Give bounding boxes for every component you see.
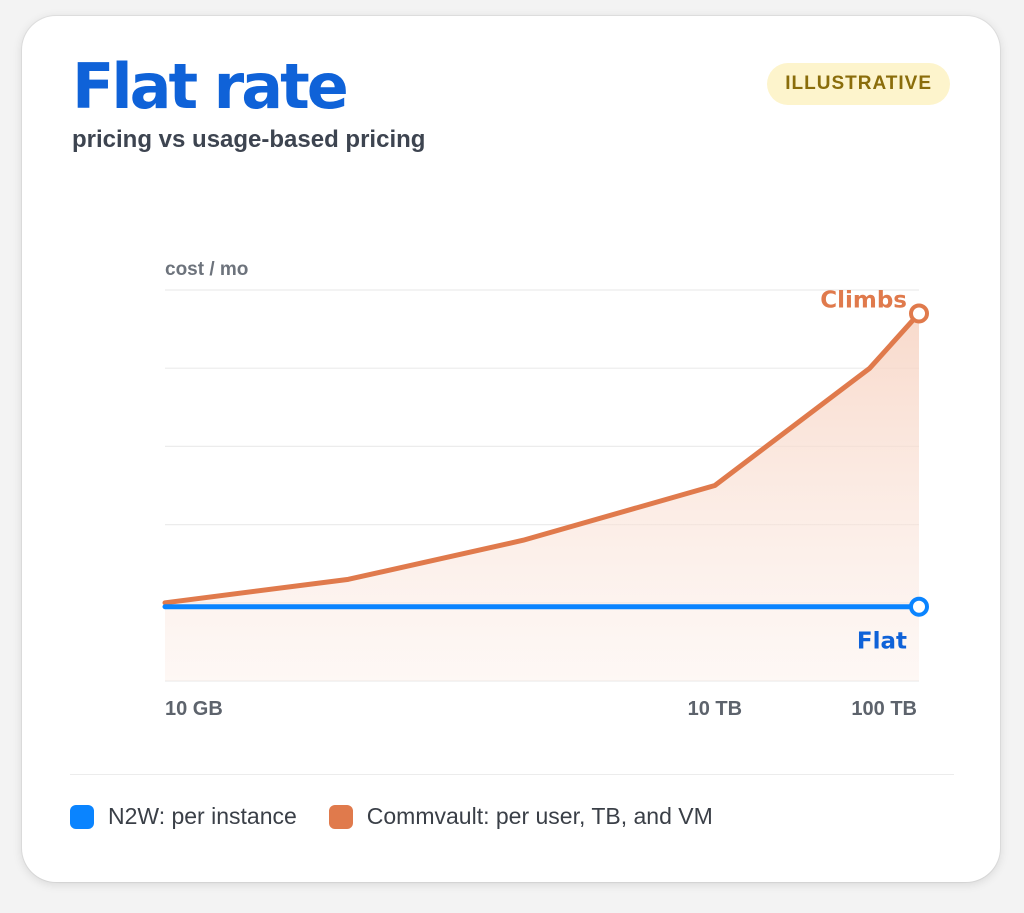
- pricing-card: Flat rate pricing vs usage-based pricing…: [22, 16, 1000, 882]
- card-subtitle: pricing vs usage-based pricing: [72, 126, 426, 153]
- end-label-n2w: Flat: [857, 629, 907, 655]
- x-tick-label-0: 10 GB: [165, 698, 223, 720]
- y-axis-label: cost / mo: [165, 259, 248, 280]
- end-labels: Climbs Flat: [820, 287, 907, 654]
- legend-label-commvault: Commvault: per user, TB, and VM: [366, 803, 713, 829]
- legend: N2W: per instance Commvault: per user, T…: [70, 803, 745, 830]
- area-fills: [165, 313, 919, 681]
- end-label-commvault: Climbs: [820, 287, 907, 313]
- point-n2w-1: [909, 596, 929, 617]
- legend-item-commvault: Commvault: per user, TB, and VM: [328, 803, 713, 830]
- illustrative-badge: ILLUSTRATIVE: [767, 63, 950, 105]
- legend-divider: [70, 774, 954, 775]
- card-title: Flat rate: [72, 50, 349, 123]
- point-commvault-5: [909, 303, 929, 324]
- line-commvault: [162, 310, 922, 606]
- x-tick-labels: 10 GB 10 TB 100 TB: [165, 698, 917, 720]
- legend-label-n2w: N2W: per instance: [108, 803, 297, 829]
- legend-item-n2w: N2W: per instance: [70, 803, 297, 830]
- legend-swatch-n2w: [70, 804, 94, 829]
- legend-swatch-commvault: [328, 804, 353, 829]
- x-tick-label-1: 10 TB: [688, 698, 742, 720]
- series-lines: [162, 303, 929, 617]
- pricing-chart: cost / mo 10 GB 10 TB 100 TB Climbs Flat: [162, 259, 929, 720]
- area-commvault: [165, 313, 919, 681]
- x-tick-label-2: 100 TB: [851, 698, 917, 720]
